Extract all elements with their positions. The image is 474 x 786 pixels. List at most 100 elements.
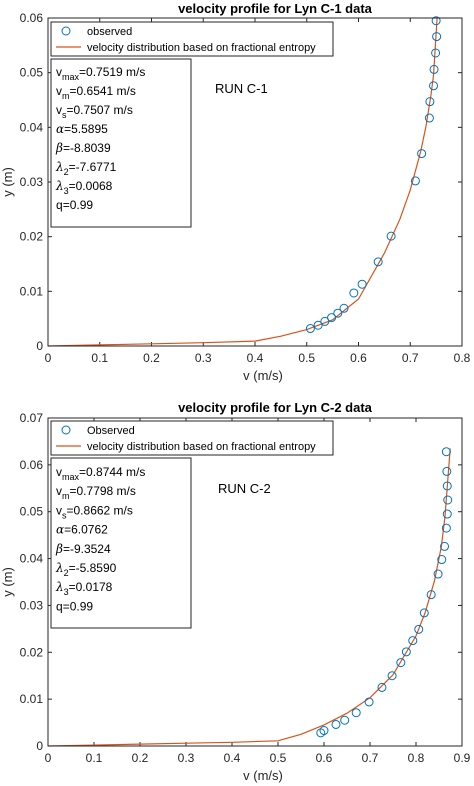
observed-point xyxy=(424,113,434,123)
parameter-value: =0.8744 m/s xyxy=(79,465,145,479)
x-tick-label: 0.2 xyxy=(143,351,160,365)
y-tick-label: 0 xyxy=(36,739,43,753)
y-tick-label: 0 xyxy=(36,339,43,353)
parameter-subscript: 3 xyxy=(64,587,69,597)
observed-point xyxy=(442,509,452,519)
observed-point xyxy=(429,64,439,74)
parameter-subscript: s xyxy=(62,110,67,120)
observed-point xyxy=(437,555,447,565)
parameter-line1: vmax=0.8744 m/s xyxy=(56,465,145,482)
parameter-symbol: q xyxy=(56,198,63,212)
parameter-line3: vs=0.8662 m/s xyxy=(56,503,133,520)
parameter-line6: λ2=-7.6771 xyxy=(55,160,117,177)
legend xyxy=(50,420,334,456)
parameter-symbol: v xyxy=(56,503,62,517)
observed-point xyxy=(305,324,315,334)
run-label: RUN C-2 xyxy=(218,481,271,496)
x-tick-label: 0.1 xyxy=(91,351,108,365)
observed-point xyxy=(433,569,443,579)
observed-point xyxy=(443,495,453,505)
y-tick-label: 0.02 xyxy=(20,645,44,659)
x-tick-label: 0.7 xyxy=(402,351,419,365)
parameter-subscript: max xyxy=(62,72,80,82)
fitted-velocity-line xyxy=(47,448,451,747)
x-tick-label: 0.6 xyxy=(350,351,367,365)
parameter-subscript: 2 xyxy=(64,568,69,578)
parameter-value: =0.99 xyxy=(63,198,94,212)
parameter-value: =-8.8039 xyxy=(63,141,111,155)
parameter-line7: λ3=0.0068 xyxy=(55,179,113,196)
legend-observed-label: observed xyxy=(87,26,132,38)
parameter-line1: vmax=0.7519 m/s xyxy=(56,65,145,82)
parameter-line2: vm=0.6541 m/s xyxy=(56,84,136,101)
parameter-subscript: m xyxy=(62,91,70,101)
x-tick-label: 0 xyxy=(45,751,52,765)
parameter-line7: λ3=0.0178 xyxy=(55,580,113,597)
parameter-subscript: max xyxy=(62,472,80,482)
run-label: RUN C-1 xyxy=(215,81,268,96)
parameter-line3: vs=0.7507 m/s xyxy=(56,103,133,120)
observed-point xyxy=(351,708,361,718)
parameter-value: =0.7519 m/s xyxy=(79,65,145,79)
y-tick-label: 0.06 xyxy=(20,11,44,25)
y-tick-label: 0.01 xyxy=(20,284,44,298)
legend xyxy=(50,21,334,57)
parameter-symbol: λ xyxy=(55,179,64,193)
chart-title: velocity profile for Lyn C-1 data xyxy=(178,1,373,16)
parameter-line2: vm=0.7798 m/s xyxy=(56,484,136,501)
parameter-value: =6.0762 xyxy=(64,523,108,537)
x-tick-label: 0.8 xyxy=(408,751,425,765)
parameter-line8: q=0.99 xyxy=(56,599,93,613)
observed-point xyxy=(442,481,452,491)
observed-point xyxy=(419,608,429,618)
chart-2: velocity profile for Lyn C-2 data 0 0.1 0.2… xyxy=(0,400,471,783)
legend-observed-label: Observed xyxy=(87,425,135,437)
parameter-symbol: λ xyxy=(55,160,64,174)
observed-point xyxy=(387,671,397,681)
observed-point xyxy=(357,279,367,289)
parameter-symbol: v xyxy=(56,465,62,479)
parameter-subscript: s xyxy=(62,510,67,520)
parameter-symbol: α xyxy=(56,523,64,537)
legend-observed-marker xyxy=(61,26,71,36)
observed-point xyxy=(431,48,441,58)
parameter-value: =0.6541 m/s xyxy=(70,84,136,98)
x-tick-label: 0.6 xyxy=(316,751,333,765)
parameter-value: =-7.6771 xyxy=(69,160,117,174)
x-tick-label: 0.5 xyxy=(270,751,287,765)
observed-point xyxy=(340,715,350,725)
observed-point xyxy=(396,658,406,668)
y-tick-label: 0.04 xyxy=(20,552,44,566)
parameter-line4: α=6.0762 xyxy=(56,523,108,537)
x-tick-label: 0.4 xyxy=(224,751,241,765)
y-tick-label: 0.05 xyxy=(20,505,44,519)
legend-observed-marker xyxy=(61,425,71,435)
observed-point xyxy=(429,81,439,91)
x-tick-label: 0.4 xyxy=(247,351,264,365)
x-tick-label: 0.3 xyxy=(195,351,212,365)
observed-point xyxy=(313,320,323,330)
legend-line-label: velocity distribution based on fractiona… xyxy=(87,42,316,54)
observed-point xyxy=(431,16,441,26)
parameter-symbol: λ xyxy=(55,580,64,594)
axes-frame xyxy=(47,417,463,747)
parameter-line4: α=5.5895 xyxy=(56,122,108,136)
x-tick-label: 0.3 xyxy=(178,751,195,765)
parameter-box xyxy=(50,58,192,228)
parameter-symbol: v xyxy=(56,484,62,498)
parameter-value: =0.7507 m/s xyxy=(67,103,133,117)
observed-point xyxy=(441,447,451,457)
observed-point xyxy=(339,303,349,313)
observed-point xyxy=(373,257,383,267)
parameter-symbol: q xyxy=(56,599,63,613)
parameter-value: =-5.8590 xyxy=(69,561,117,575)
x-axis-label: v (m/s) xyxy=(243,368,283,383)
chart-1: velocity profile for Lyn C-1 data 0 0.1 0.2… xyxy=(0,1,471,383)
parameter-box xyxy=(50,457,192,629)
observed-point xyxy=(410,176,420,186)
axes-frame xyxy=(47,17,463,347)
y-tick-label: 0.03 xyxy=(20,598,44,612)
observed-point xyxy=(386,231,396,241)
y-tick-label: 0.07 xyxy=(20,411,44,425)
